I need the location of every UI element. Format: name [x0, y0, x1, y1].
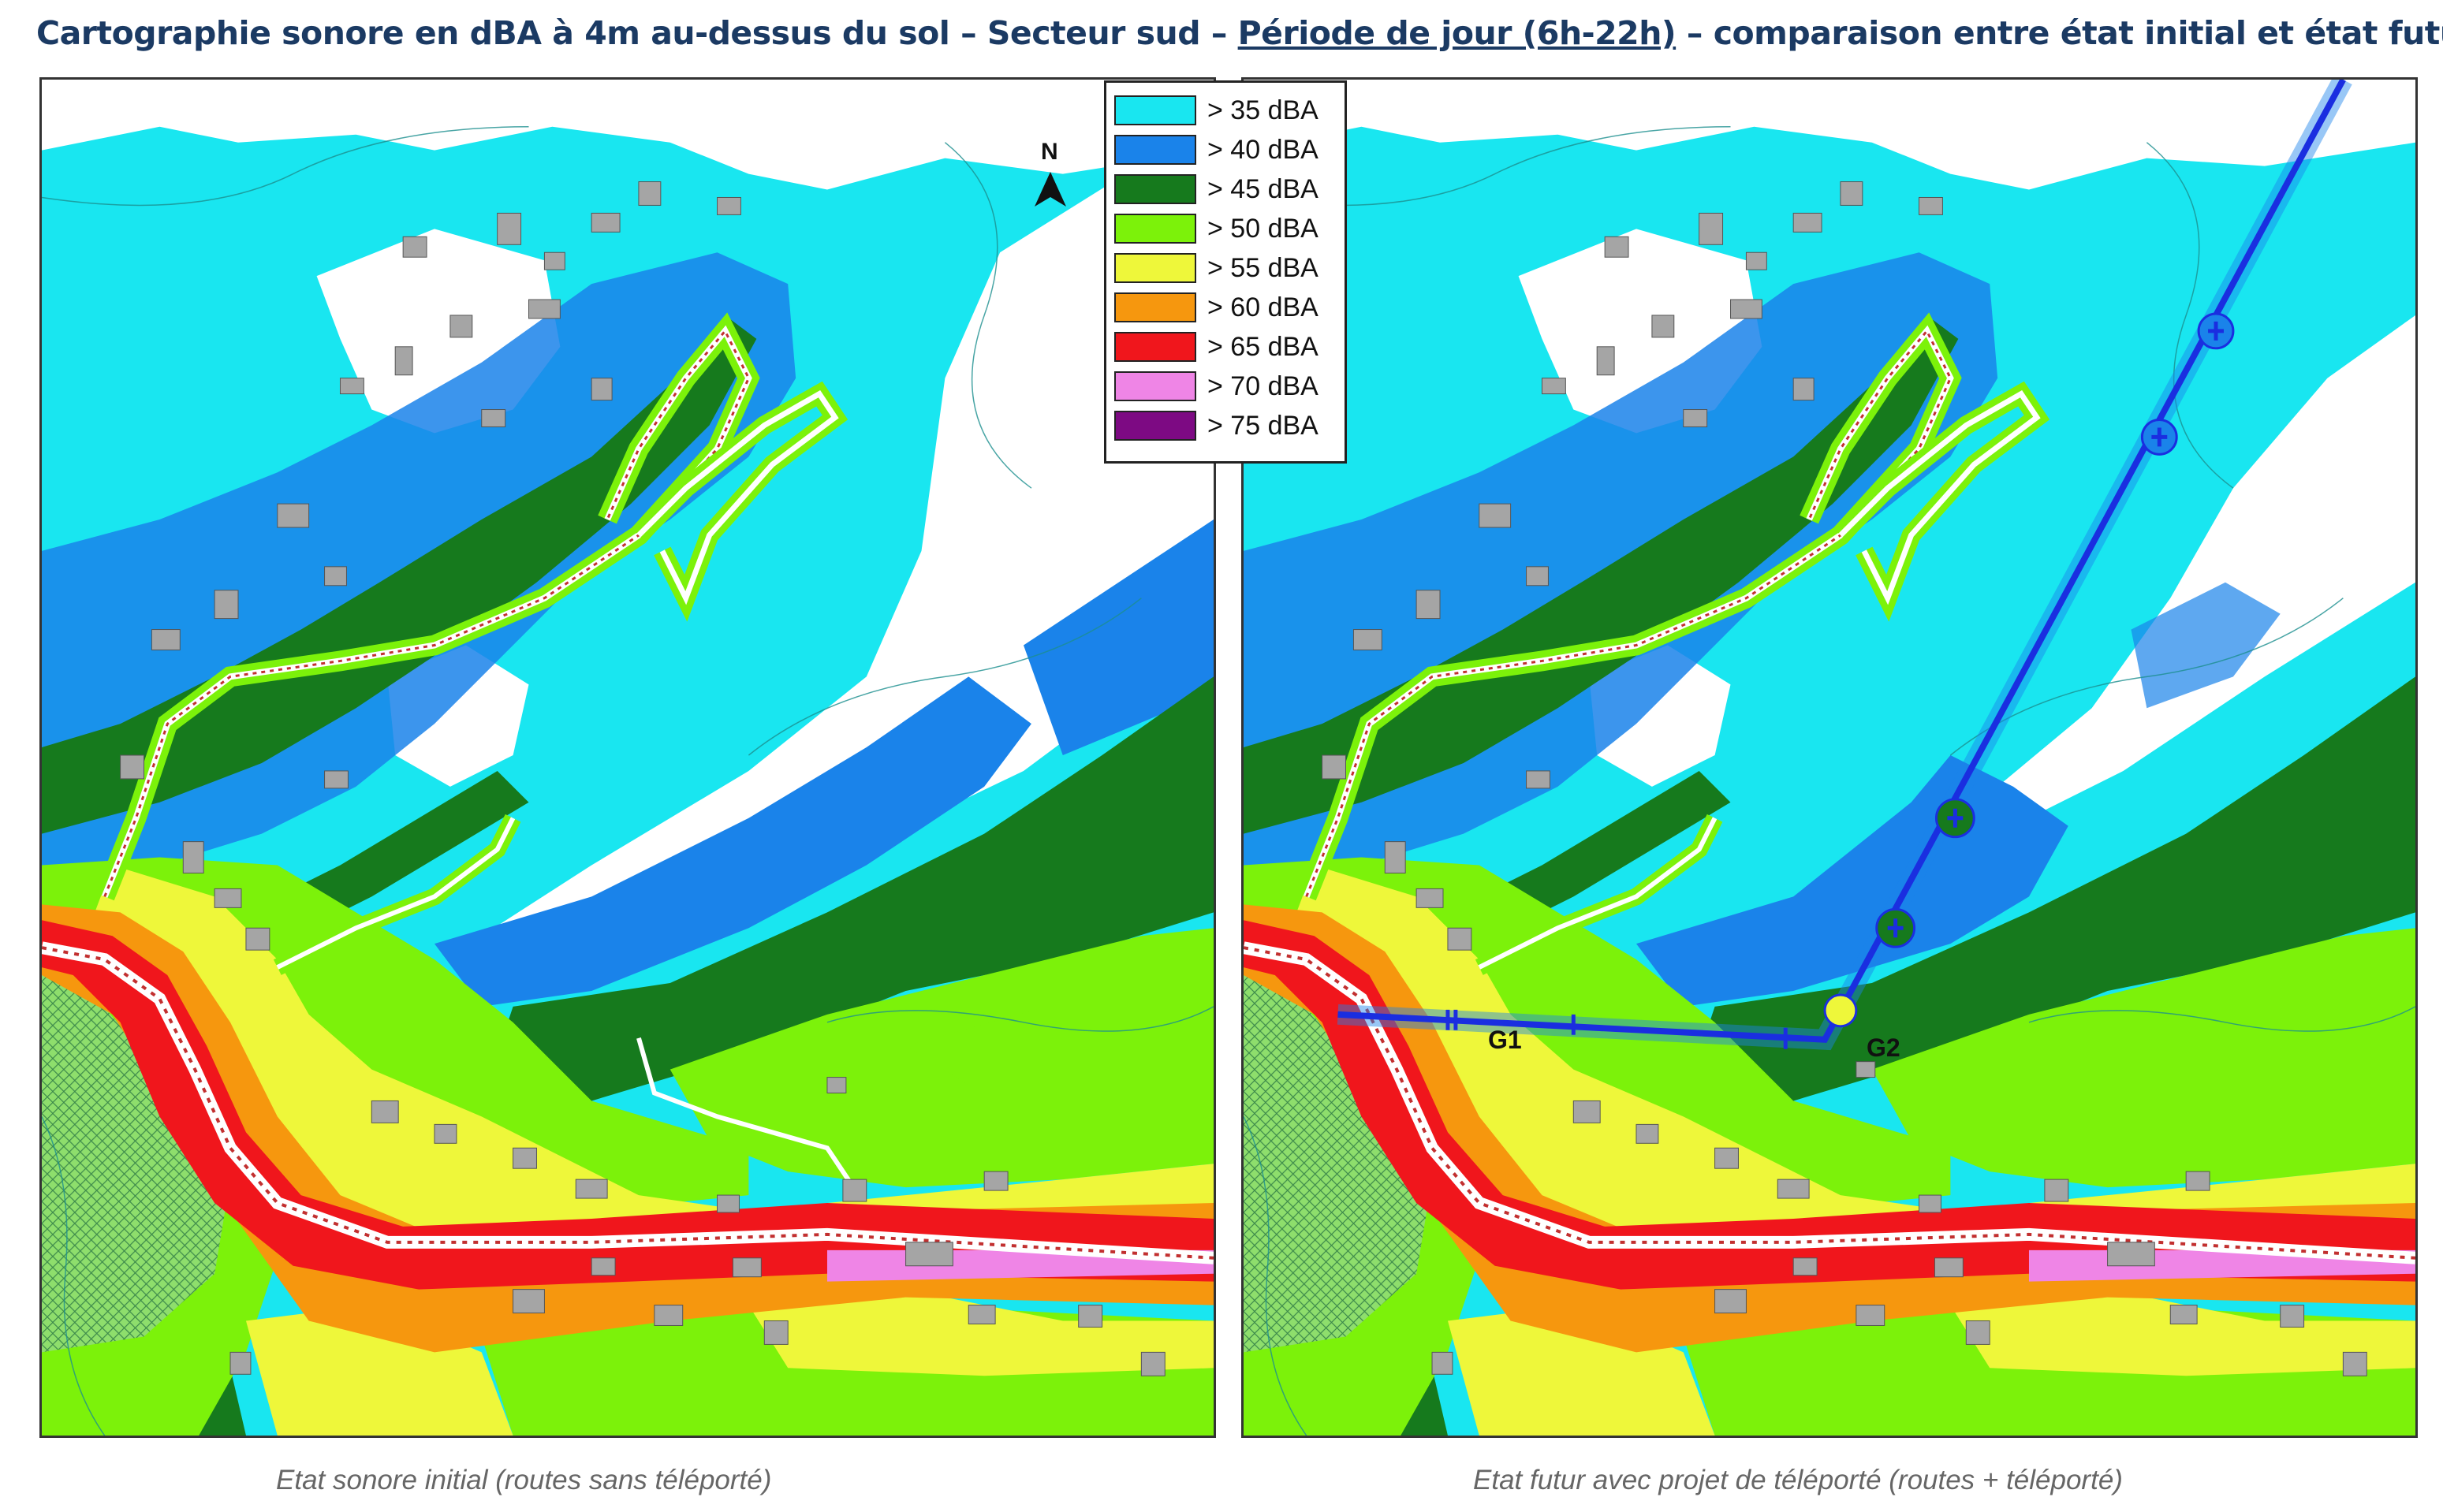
legend-item-55: > 55 dBA: [1114, 248, 1337, 288]
legend-swatch: [1114, 292, 1196, 322]
legend-swatch: [1114, 332, 1196, 362]
legend-swatch: [1114, 214, 1196, 244]
legend-item-70: > 70 dBA: [1114, 367, 1337, 406]
legend-item-50: > 50 dBA: [1114, 209, 1337, 248]
legend-item-35: > 35 dBA: [1114, 91, 1337, 130]
north-arrow-icon: N: [1027, 139, 1074, 218]
legend-item-45: > 45 dBA: [1114, 169, 1337, 209]
legend-item-40: > 40 dBA: [1114, 130, 1337, 169]
legend-label: > 75 dBA: [1207, 410, 1318, 441]
page-title: Cartographie sonore en dBA à 4m au-dessu…: [36, 14, 2443, 52]
legend-swatch: [1114, 411, 1196, 441]
station-g1-label: G1: [1488, 1026, 1522, 1054]
legend-swatch: [1114, 135, 1196, 165]
caption-future: Etat futur avec projet de téléporté (rou…: [1473, 1465, 2123, 1495]
legend-swatch: [1114, 174, 1196, 204]
legend-label: > 40 dBA: [1207, 134, 1318, 165]
legend-label: > 70 dBA: [1207, 371, 1318, 401]
legend-swatch: [1114, 253, 1196, 283]
legend-label: > 65 dBA: [1207, 331, 1318, 362]
legend: > 35 dBA > 40 dBA > 45 dBA > 50 dBA > 55…: [1104, 80, 1347, 464]
cable-car-line: [1337, 80, 2352, 1051]
legend-swatch: [1114, 95, 1196, 125]
legend-item-65: > 65 dBA: [1114, 327, 1337, 367]
legend-item-60: > 60 dBA: [1114, 288, 1337, 327]
contour-lines: [42, 126, 1214, 1436]
station-g2-label: G2: [1867, 1033, 1900, 1062]
zone-quiet-slope: [481, 173, 1214, 968]
legend-label: > 55 dBA: [1207, 252, 1318, 283]
north-label: N: [1041, 139, 1058, 165]
caption-initial: Etat sonore initial (routes sans télépor…: [276, 1465, 772, 1495]
zone-quiet-top: [42, 80, 1214, 190]
legend-swatch: [1114, 371, 1196, 401]
buildings: [120, 181, 1166, 1376]
legend-label: > 60 dBA: [1207, 292, 1318, 322]
legend-item-75: > 75 dBA: [1114, 406, 1337, 445]
legend-label: > 45 dBA: [1207, 173, 1318, 204]
noise-map-initial: [39, 77, 1216, 1438]
legend-label: > 50 dBA: [1207, 213, 1318, 244]
noise-map-future: G1 G2: [1241, 77, 2418, 1438]
legend-label: > 35 dBA: [1207, 95, 1318, 125]
